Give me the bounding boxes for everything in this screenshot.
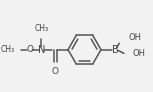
Text: CH₃: CH₃ [34, 24, 49, 33]
Text: OH: OH [132, 49, 145, 58]
Text: B: B [112, 45, 119, 55]
Text: O: O [26, 45, 33, 54]
Text: OH: OH [129, 33, 142, 42]
Text: CH₃: CH₃ [1, 45, 15, 54]
Text: N: N [38, 45, 45, 55]
Text: O: O [52, 67, 59, 76]
